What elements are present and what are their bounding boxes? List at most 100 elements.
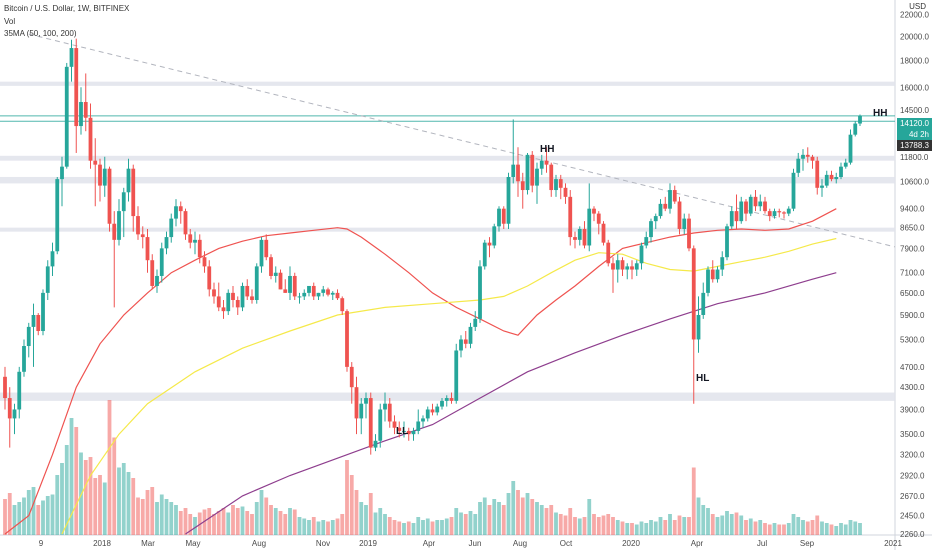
volume-bar xyxy=(259,490,264,535)
candle-body xyxy=(69,48,74,67)
volume-bar xyxy=(539,505,544,535)
volume-bar xyxy=(449,517,454,535)
candle-body xyxy=(292,275,297,297)
candle-body xyxy=(416,421,421,431)
candle-body xyxy=(159,248,164,276)
candle-body xyxy=(387,403,392,422)
candle-body xyxy=(283,289,288,293)
candle-body xyxy=(672,190,677,202)
candle-body xyxy=(829,174,834,180)
volume-bar xyxy=(311,517,316,535)
candle-body xyxy=(720,257,725,270)
chart-legend-header: Bitcoin / U.S. Dollar, 1W, BITFINEX Vol … xyxy=(4,3,129,41)
candle-body xyxy=(41,292,45,332)
candle-body xyxy=(397,427,402,431)
last-price-tag: 14120.0 xyxy=(897,118,932,129)
volume-bar xyxy=(829,524,834,535)
volume-bar xyxy=(739,515,744,535)
candle-body xyxy=(359,403,364,419)
volume-bar xyxy=(843,524,848,535)
volume-bar xyxy=(235,508,240,535)
volume-bar xyxy=(649,520,653,535)
volume-bar xyxy=(12,505,17,535)
candle-body xyxy=(839,166,843,177)
volume-bar xyxy=(725,511,729,535)
volume-bar xyxy=(644,523,649,535)
volume-label: Vol xyxy=(4,16,16,26)
volume-bar xyxy=(820,521,824,535)
candle-body xyxy=(340,298,345,312)
volume-bar xyxy=(653,521,658,535)
candle-body xyxy=(326,289,330,295)
candle-body xyxy=(197,239,202,258)
volume-bar xyxy=(430,521,435,535)
candle-body xyxy=(596,213,601,224)
candle-body xyxy=(335,292,340,299)
candle-body xyxy=(26,326,31,347)
volume-bar xyxy=(316,521,321,535)
candle-body xyxy=(425,409,430,419)
candle-body xyxy=(12,409,17,419)
candle-body xyxy=(278,272,283,290)
candle-body xyxy=(269,257,273,276)
volume-bar xyxy=(810,520,815,535)
volume-bar xyxy=(397,521,402,535)
price-tick-label: 5900.0 xyxy=(900,311,925,320)
volume-bar xyxy=(682,517,687,535)
volume-bar xyxy=(45,496,50,535)
candle-body xyxy=(487,242,492,246)
candle-body xyxy=(421,418,425,422)
time-tick-label: Apr xyxy=(423,539,436,548)
volume-bar xyxy=(620,521,625,535)
volume-bar xyxy=(349,475,354,535)
volume-bar xyxy=(492,499,497,535)
candle-body xyxy=(729,211,734,227)
candle-body xyxy=(848,134,853,163)
volume-bar xyxy=(611,517,615,535)
time-tick-label: 2018 xyxy=(93,539,111,548)
volume-bar xyxy=(292,509,297,535)
candle-body xyxy=(93,160,98,165)
candle-body xyxy=(378,409,383,441)
volume-bar xyxy=(411,523,416,535)
candle-body xyxy=(615,260,620,270)
candle-body xyxy=(164,237,169,249)
candle-body xyxy=(568,196,573,238)
candle-body xyxy=(668,190,672,209)
candle-body xyxy=(805,154,810,157)
candle-body xyxy=(364,398,368,404)
volume-bar xyxy=(473,514,478,535)
candle-body xyxy=(430,409,435,413)
price-tick-label: 2670.0 xyxy=(900,492,925,501)
ma-100-line xyxy=(61,237,837,535)
candle-body xyxy=(79,102,83,127)
volume-bar xyxy=(459,512,463,535)
time-tick-label: Aug xyxy=(513,539,527,548)
candle-body xyxy=(112,223,117,240)
candle-body xyxy=(74,48,79,127)
volume-bar xyxy=(60,463,64,535)
volume-bar xyxy=(744,520,748,535)
volume-bar xyxy=(107,400,112,535)
candle-body xyxy=(55,179,60,252)
candle-body xyxy=(349,366,354,388)
volume-bar xyxy=(250,514,254,535)
price-tick-label: 8650.0 xyxy=(900,224,925,233)
candle-body xyxy=(245,285,250,297)
volume-bar xyxy=(231,505,235,535)
candle-body xyxy=(544,160,549,165)
candle-body xyxy=(330,292,335,295)
candle-body xyxy=(611,263,615,270)
time-tick-label: 2021 xyxy=(884,539,902,548)
candle-body xyxy=(592,208,596,214)
candle-body xyxy=(577,228,582,240)
level-price-tag: 13788.3 xyxy=(897,140,932,151)
price-tick-label: 3200.0 xyxy=(900,451,925,460)
volume-bar xyxy=(839,523,843,535)
time-tick-label: Apr xyxy=(691,539,704,548)
volume-bar xyxy=(221,508,226,535)
candle-body xyxy=(307,285,311,293)
time-tick-label: Oct xyxy=(560,539,573,548)
